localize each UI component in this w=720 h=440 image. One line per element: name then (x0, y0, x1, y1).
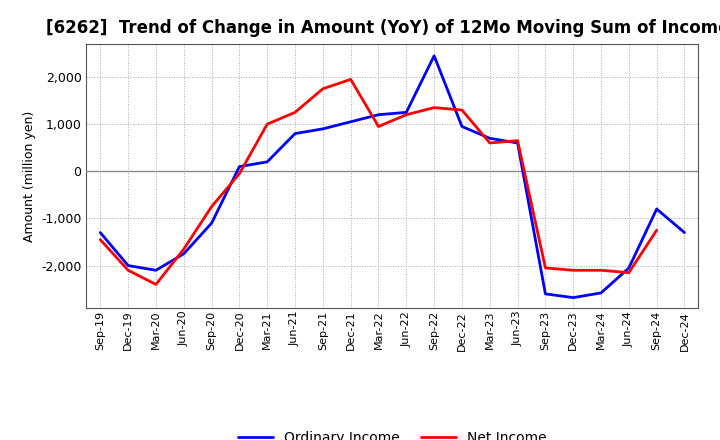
Ordinary Income (513, 140, 522, 146)
Ordinary Income (207, 220, 216, 226)
Ordinary Income (263, 159, 271, 165)
Net Income (569, 268, 577, 273)
Ordinary Income (458, 124, 467, 129)
Ordinary Income (541, 291, 550, 297)
Net Income (263, 121, 271, 127)
Ordinary Income (346, 119, 355, 125)
Title: [6262]  Trend of Change in Amount (YoY) of 12Mo Moving Sum of Incomes: [6262] Trend of Change in Amount (YoY) o… (45, 19, 720, 37)
Net Income (346, 77, 355, 82)
Line: Net Income: Net Income (100, 79, 657, 284)
Net Income (318, 86, 327, 92)
Net Income (652, 227, 661, 233)
Net Income (152, 282, 161, 287)
Net Income (207, 204, 216, 209)
Net Income (485, 140, 494, 146)
Y-axis label: Amount (million yen): Amount (million yen) (22, 110, 35, 242)
Ordinary Income (569, 295, 577, 300)
Net Income (235, 171, 243, 176)
Ordinary Income (291, 131, 300, 136)
Net Income (624, 270, 633, 275)
Net Income (402, 112, 410, 117)
Ordinary Income (430, 53, 438, 59)
Net Income (513, 138, 522, 143)
Ordinary Income (152, 268, 161, 273)
Ordinary Income (318, 126, 327, 132)
Ordinary Income (485, 136, 494, 141)
Net Income (458, 107, 467, 113)
Ordinary Income (402, 110, 410, 115)
Ordinary Income (680, 230, 689, 235)
Net Income (597, 268, 606, 273)
Net Income (96, 237, 104, 242)
Net Income (541, 265, 550, 271)
Ordinary Income (179, 251, 188, 257)
Ordinary Income (652, 206, 661, 212)
Ordinary Income (374, 112, 383, 117)
Ordinary Income (96, 230, 104, 235)
Net Income (430, 105, 438, 110)
Ordinary Income (124, 263, 132, 268)
Net Income (179, 246, 188, 252)
Net Income (291, 110, 300, 115)
Ordinary Income (624, 265, 633, 271)
Ordinary Income (597, 290, 606, 296)
Line: Ordinary Income: Ordinary Income (100, 56, 685, 297)
Net Income (374, 124, 383, 129)
Net Income (124, 268, 132, 273)
Legend: Ordinary Income, Net Income: Ordinary Income, Net Income (233, 426, 552, 440)
Ordinary Income (235, 164, 243, 169)
